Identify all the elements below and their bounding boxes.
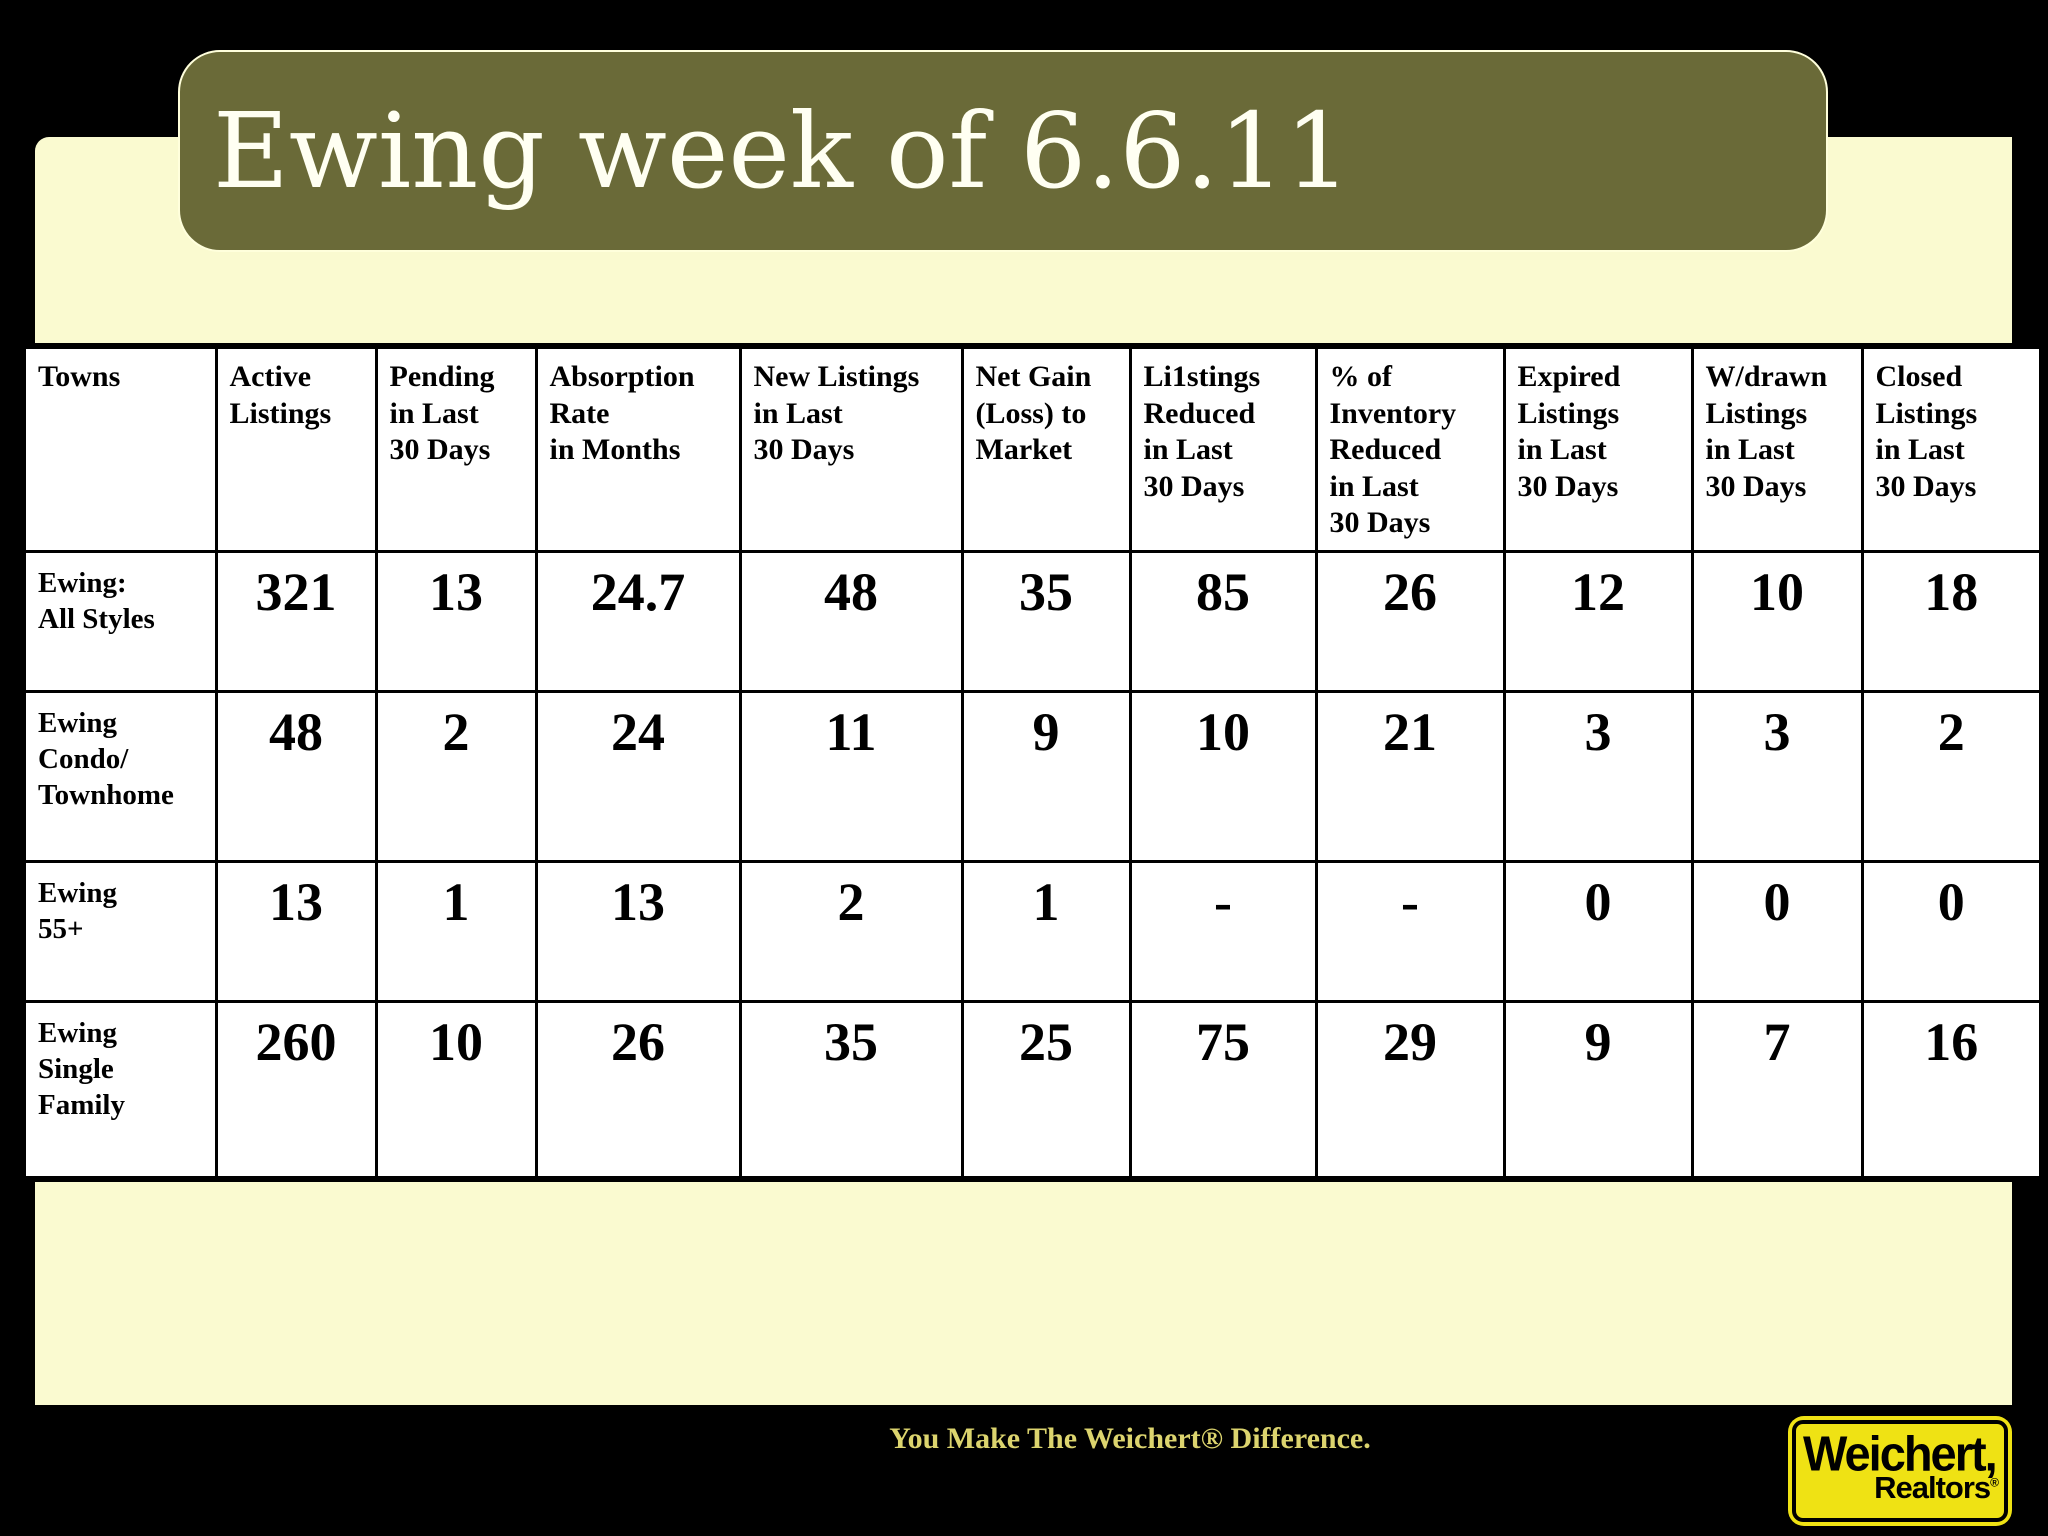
table-row-single-family: Ewing Single Family 260 10 26 35 25 75 2… [21, 999, 2044, 1181]
table-row-55plus: Ewing 55+ 13 1 13 2 1 - - 0 0 0 [21, 859, 2044, 1003]
row-label: Ewing Single Family [21, 999, 218, 1181]
table-row-condo-townhome: Ewing Condo/ Townhome 48 2 24 11 9 10 21… [21, 689, 2044, 863]
listings-table: Towns Active Listings Pending in Last 30… [20, 343, 2045, 1182]
table-cell: 29 [1314, 999, 1506, 1181]
column-header-absorption-rate: Absorption Rate in Months [534, 344, 742, 553]
row-label: Ewing: All Styles [21, 549, 218, 693]
table-cell: 18 [1860, 549, 2044, 693]
title-banner: Ewing week of 6.6.11 [178, 50, 1828, 252]
weichert-logo: Weichert, Realtors® [1788, 1416, 2012, 1526]
table-cell: 3 [1502, 689, 1694, 863]
table-cell: 26 [534, 999, 742, 1181]
column-header-new-listings: New Listings in Last 30 Days [738, 344, 964, 553]
logo-realtors-word: Realtors [1874, 1470, 1991, 1505]
column-header-closed-listings: Closed Listings in Last 30 Days [1860, 344, 2044, 553]
table-cell: 16 [1860, 999, 2044, 1181]
column-header-expired-listings: Expired Listings in Last 30 Days [1502, 344, 1694, 553]
table-cell: 9 [960, 689, 1132, 863]
table-cell: 260 [214, 999, 378, 1181]
table-cell: 7 [1690, 999, 1864, 1181]
table-cell: 24 [534, 689, 742, 863]
table-cell: 25 [960, 999, 1132, 1181]
table-cell: 9 [1502, 999, 1694, 1181]
table-cell: 2 [1860, 689, 2044, 863]
table-cell: - [1314, 859, 1506, 1003]
row-label: Ewing Condo/ Townhome [21, 689, 218, 863]
table-cell: 0 [1690, 859, 1864, 1003]
table-cell: 0 [1860, 859, 2044, 1003]
table-cell: 1 [374, 859, 538, 1003]
table-cell: 321 [214, 549, 378, 693]
column-header-listings-reduced: Li1stings Reduced in Last 30 Days [1128, 344, 1318, 553]
table-cell: 12 [1502, 549, 1694, 693]
table-cell: 10 [1690, 549, 1864, 693]
row-label: Ewing 55+ [21, 859, 218, 1003]
registered-mark-icon: ® [1990, 1475, 1999, 1490]
table-cell: 3 [1690, 689, 1864, 863]
table-cell: 35 [738, 999, 964, 1181]
column-header-towns: Towns [21, 344, 218, 553]
table-cell: 0 [1502, 859, 1694, 1003]
table-cell: 13 [214, 859, 378, 1003]
table-cell: 85 [1128, 549, 1318, 693]
column-header-net-gain: Net Gain (Loss) to Market [960, 344, 1132, 553]
logo-text-weichert: Weichert, [1803, 1425, 1998, 1481]
footer-tagline: You Make The Weichert® Difference. [889, 1422, 1371, 1455]
table-cell: 21 [1314, 689, 1506, 863]
table-cell: 2 [374, 689, 538, 863]
column-header-pending: Pending in Last 30 Days [374, 344, 538, 553]
table-cell: 48 [738, 549, 964, 693]
table-cell: 48 [214, 689, 378, 863]
table-cell: 24.7 [534, 549, 742, 693]
table-cell: 11 [738, 689, 964, 863]
header-row: Towns Active Listings Pending in Last 30… [21, 344, 2044, 553]
table-row-all-styles: Ewing: All Styles 321 13 24.7 48 35 85 2… [21, 549, 2044, 693]
table-cell: 1 [960, 859, 1132, 1003]
table-cell: 2 [738, 859, 964, 1003]
logo-text-realtors: Realtors® [1796, 1470, 1999, 1505]
table-cell: 35 [960, 549, 1132, 693]
weichert-logo-frame: Weichert, Realtors® [1792, 1420, 2008, 1522]
column-header-pct-inventory-reduced: % of Inventory Reduced in Last 30 Days [1314, 344, 1506, 553]
table-cell: - [1128, 859, 1318, 1003]
table-cell: 13 [374, 549, 538, 693]
table-cell: 75 [1128, 999, 1318, 1181]
table-cell: 10 [1128, 689, 1318, 863]
page-title: Ewing week of 6.6.11 [213, 90, 1351, 212]
column-header-withdrawn-listings: W/drawn Listings in Last 30 Days [1690, 344, 1864, 553]
table-cell: 26 [1314, 549, 1506, 693]
table-cell: 10 [374, 999, 538, 1181]
table-cell: 13 [534, 859, 742, 1003]
column-header-active-listings: Active Listings [214, 344, 378, 553]
